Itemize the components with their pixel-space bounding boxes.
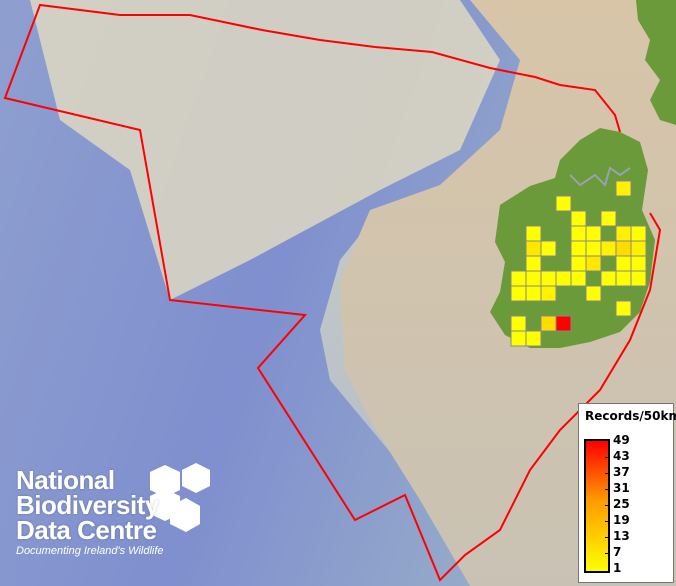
record-grid-cell[interactable] (525, 255, 542, 272)
record-grid-cell[interactable] (555, 195, 572, 212)
legend-tick-label: 7 (613, 545, 622, 559)
border-line (569, 166, 631, 187)
record-grid-cell[interactable] (570, 240, 587, 257)
legend-tick-mark (605, 521, 609, 522)
record-grid-cell[interactable] (510, 330, 527, 347)
record-grid-cell[interactable] (525, 285, 542, 302)
record-grid-cell[interactable] (540, 270, 557, 287)
record-grid-cell[interactable] (525, 225, 542, 242)
legend-tick-mark (605, 473, 609, 474)
record-grid-cell[interactable] (555, 270, 572, 287)
record-grid-cell[interactable] (585, 240, 602, 257)
logo-tagline: Documenting Ireland's Wildlife (16, 545, 164, 557)
record-grid-cell[interactable] (525, 270, 542, 287)
record-grid-cell[interactable] (615, 240, 632, 257)
nbdc-logo: National Biodiversity Data Centre Docume… (16, 465, 164, 557)
legend-tick-label: 37 (613, 465, 630, 479)
legend-tick-label: 13 (613, 529, 630, 543)
record-grid-cell[interactable] (525, 330, 542, 347)
record-grid-cell[interactable] (510, 285, 527, 302)
record-grid-cell[interactable] (615, 255, 632, 272)
record-grid-cell[interactable] (525, 240, 542, 257)
legend-tick-mark (605, 537, 609, 538)
record-grid-cell[interactable] (600, 270, 617, 287)
legend-tick-label: 49 (613, 433, 630, 447)
record-grid-cell[interactable] (540, 240, 557, 257)
record-grid-cell[interactable] (615, 225, 632, 242)
record-grid-cell[interactable] (615, 270, 632, 287)
record-grid-cell[interactable] (615, 180, 632, 197)
scotland-land (636, 0, 676, 125)
record-grid-cell[interactable] (510, 270, 527, 287)
legend-tick-label: 1 (613, 561, 622, 575)
legend-tick-mark (605, 457, 609, 458)
record-grid-cell[interactable] (570, 255, 587, 272)
logo-emblem (150, 463, 210, 532)
legend-tick-label: 25 (613, 497, 630, 511)
color-ramp (584, 439, 610, 573)
shelf-upper (30, 0, 500, 300)
record-grid-cell[interactable] (630, 270, 647, 287)
legend-tick-label: 43 (613, 449, 630, 463)
record-grid-cell[interactable] (630, 240, 647, 257)
record-grid-cell[interactable] (600, 240, 617, 257)
record-grid-cell[interactable] (570, 270, 587, 287)
logo-line-3: Data Centre (16, 515, 157, 545)
logo-line-2: Biodiversity (16, 490, 159, 520)
record-grid-cell[interactable] (570, 210, 587, 227)
boundary-line (3, 3, 662, 582)
record-grid-cell[interactable] (585, 285, 602, 302)
record-grid-cell[interactable] (600, 210, 617, 227)
legend: Records/50km 49 43 37 31 25 19 13 7 1 (578, 403, 676, 583)
record-grid-cell[interactable] (630, 225, 647, 242)
logo-line-1: National (16, 465, 115, 495)
record-grid-cell[interactable] (585, 225, 602, 242)
record-grid-cell[interactable] (555, 315, 572, 332)
record-grid-cell[interactable] (540, 285, 557, 302)
record-grid-cell[interactable] (510, 315, 527, 332)
legend-tick-mark (605, 553, 609, 554)
record-grid-cell[interactable] (585, 255, 602, 272)
record-grid-cell[interactable] (540, 315, 557, 332)
legend-tick-label: 19 (613, 513, 630, 527)
legend-tick-label: 31 (613, 481, 630, 495)
legend-title: Records/50km (585, 409, 676, 423)
record-grid-cell[interactable] (570, 225, 587, 242)
record-grid-cell[interactable] (630, 255, 647, 272)
legend-tick-mark (605, 489, 609, 490)
record-grid-cell[interactable] (615, 300, 632, 317)
legend-tick-mark (605, 505, 609, 506)
